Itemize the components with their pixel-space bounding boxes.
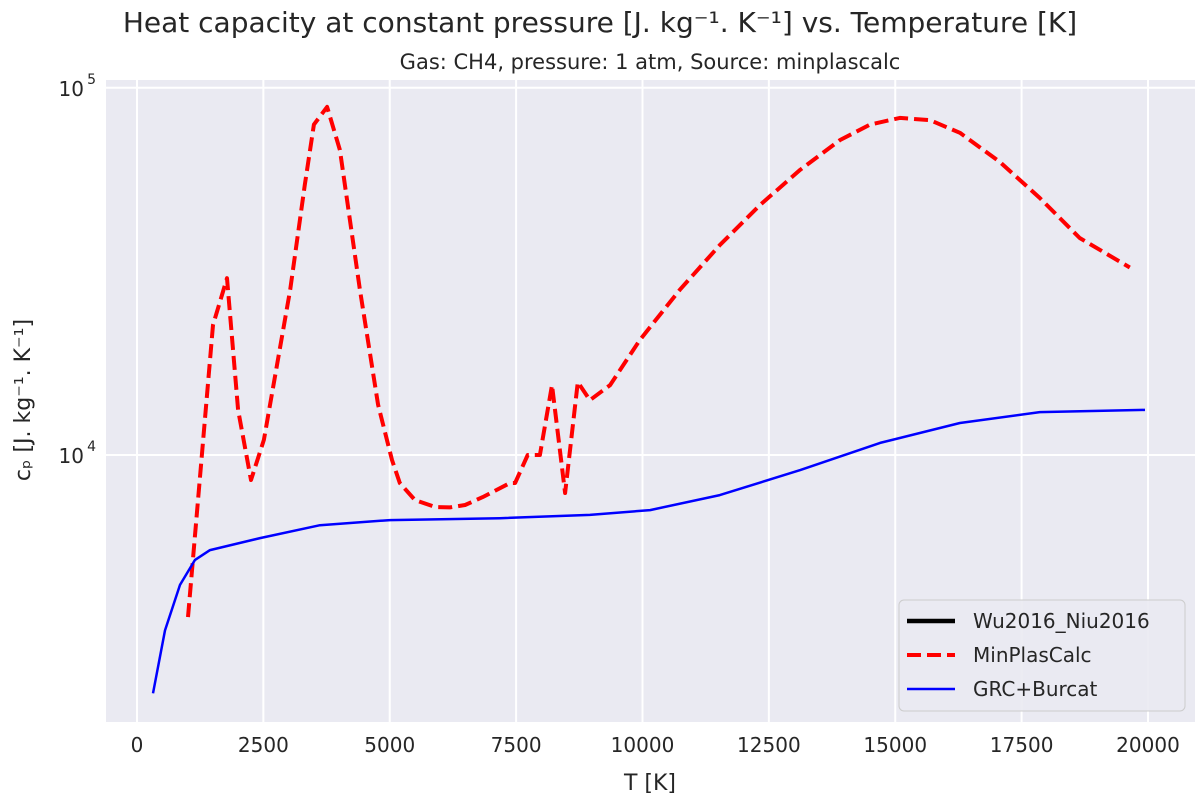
- x-tick-label: 2500: [238, 733, 289, 757]
- x-tick-label: 10000: [611, 733, 675, 757]
- x-tick-label: 12500: [737, 733, 801, 757]
- x-tick-label: 5000: [364, 733, 415, 757]
- y-tick-exponent: 4: [87, 439, 96, 455]
- x-tick-label: 0: [131, 733, 144, 757]
- x-tick-label: 20000: [1116, 733, 1180, 757]
- chart-title: Heat capacity at constant pressure [J. k…: [123, 6, 1077, 39]
- legend-box: [898, 599, 1186, 712]
- legend-entry: GRC+Burcat: [973, 677, 1098, 701]
- x-tick-label: 17500: [990, 733, 1054, 757]
- series-line-minplascalc: [186, 104, 1131, 618]
- y-axis-label: cₚ [J. kg⁻¹. K⁻¹]: [11, 319, 36, 481]
- series-lines: [151, 104, 1146, 694]
- x-axis-ticks: 0 2500 5000 7500 10000 12500 15000 17500 20000: [131, 733, 1180, 757]
- legend: Wu2016_Niu2016 MinPlasCalc GRC+Burcat: [898, 599, 1186, 712]
- y-tick-exponent: 5: [87, 72, 96, 88]
- x-axis-label: T [K]: [623, 771, 676, 796]
- legend-entry: MinPlasCalc: [973, 643, 1092, 667]
- y-tick-label: 10: [59, 77, 84, 101]
- x-tick-label: 7500: [491, 733, 542, 757]
- x-tick-label: 15000: [863, 733, 927, 757]
- grid: [106, 80, 1195, 722]
- y-tick-label: 10: [59, 444, 84, 468]
- legend-entry: Wu2016_Niu2016: [973, 609, 1150, 633]
- chart-subtitle: Gas: CH4, pressure: 1 atm, Source: minpl…: [400, 50, 901, 74]
- series-line-grc-burcat: [151, 408, 1146, 694]
